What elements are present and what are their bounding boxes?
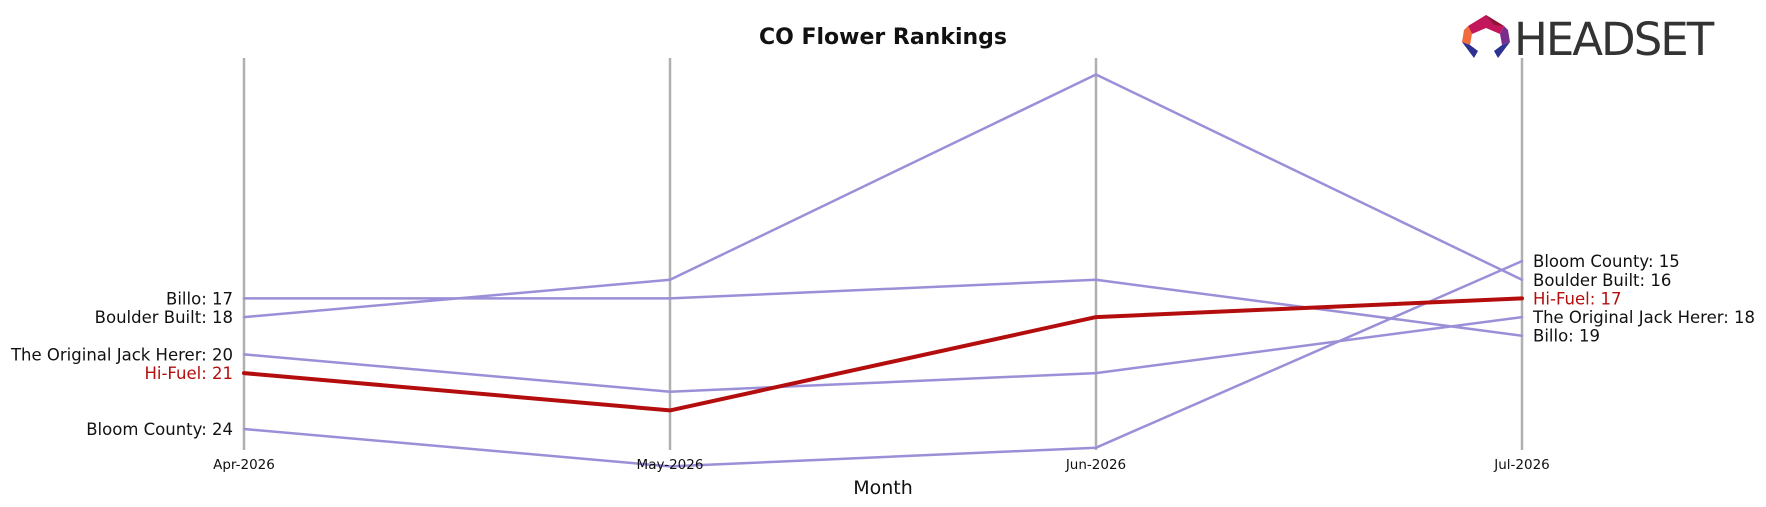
chart-title: CO Flower Rankings [759, 25, 1007, 50]
series-line-boulder-built [242, 73, 1524, 319]
headset-logo-text: HEADSET [1514, 13, 1715, 66]
right-label-boulder-built: Boulder Built: 16 [1533, 271, 1671, 290]
x-tick-may-2026: May-2026 [637, 457, 704, 473]
x-axis-label: Month [853, 477, 913, 499]
x-tick-labels: Apr-2026 May-2026 Jun-2026 Jul-2026 [213, 457, 1550, 473]
left-label-hi-fuel: Hi-Fuel: 21 [144, 364, 233, 383]
series-line-the-original-jack-herer [242, 315, 1524, 393]
right-label-hi-fuel: Hi-Fuel: 17 [1533, 289, 1622, 308]
series-line-hi-fuel [242, 296, 1524, 413]
left-label-billo: Billo: 17 [166, 289, 233, 308]
x-tick-jul-2026: Jul-2026 [1493, 457, 1550, 473]
gridlines [242, 58, 1524, 450]
right-label-billo: Billo: 19 [1533, 327, 1600, 346]
right-label-the-original-jack-herer: The Original Jack Herer: 18 [1532, 308, 1755, 327]
left-label-boulder-built: Boulder Built: 18 [95, 308, 233, 327]
headset-logo-icon [1462, 15, 1510, 58]
x-tick-apr-2026: Apr-2026 [213, 457, 275, 473]
headset-logo: HEADSET [1462, 13, 1717, 66]
left-label-bloom-county: Bloom County: 24 [86, 420, 233, 439]
series-lines [242, 73, 1524, 468]
right-label-bloom-county: Bloom County: 15 [1533, 252, 1680, 271]
left-label-the-original-jack-herer: The Original Jack Herer: 20 [10, 345, 233, 364]
series-line-bloom-county [242, 259, 1524, 468]
x-tick-jun-2026: Jun-2026 [1065, 457, 1126, 473]
